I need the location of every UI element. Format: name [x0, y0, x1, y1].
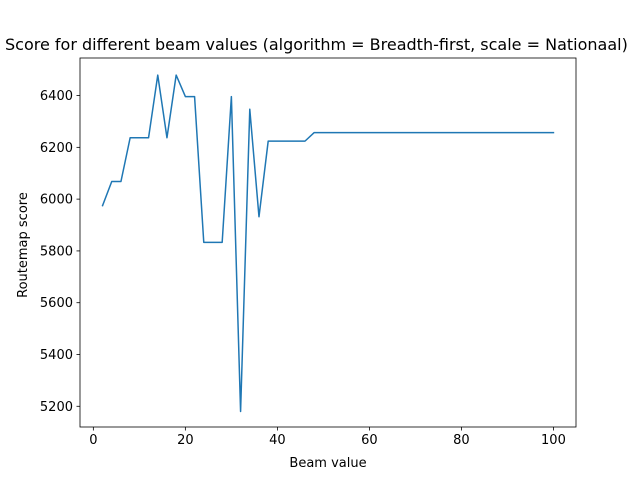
chart-title: Score for different beam values (algorit… — [5, 35, 628, 54]
y-tick-label: 5400 — [40, 348, 73, 363]
y-tick-label: 5800 — [40, 244, 73, 259]
x-axis-label: Beam value — [289, 456, 366, 471]
y-tick-label: 6200 — [40, 141, 73, 156]
y-tick-label: 6000 — [40, 193, 73, 208]
y-tick-label: 5200 — [40, 400, 73, 415]
y-tick-label: 5600 — [40, 296, 73, 311]
series-line-0 — [101, 74, 555, 413]
y-tick-label: 6400 — [40, 89, 73, 104]
plot-area: 0 20 40 60 80 100 5200 5400 5600 5800 6000 6200 6400 — [40, 57, 577, 448]
x-tick-label: 60 — [361, 433, 378, 448]
axes-frame — [79, 57, 577, 428]
x-tick-label: 100 — [541, 433, 566, 448]
x-tick-label: 0 — [89, 433, 97, 448]
x-tick-label: 40 — [269, 433, 286, 448]
y-axis-label: Routemap score — [16, 192, 31, 298]
x-tick-label: 80 — [453, 433, 470, 448]
x-tick-label: 20 — [177, 433, 194, 448]
